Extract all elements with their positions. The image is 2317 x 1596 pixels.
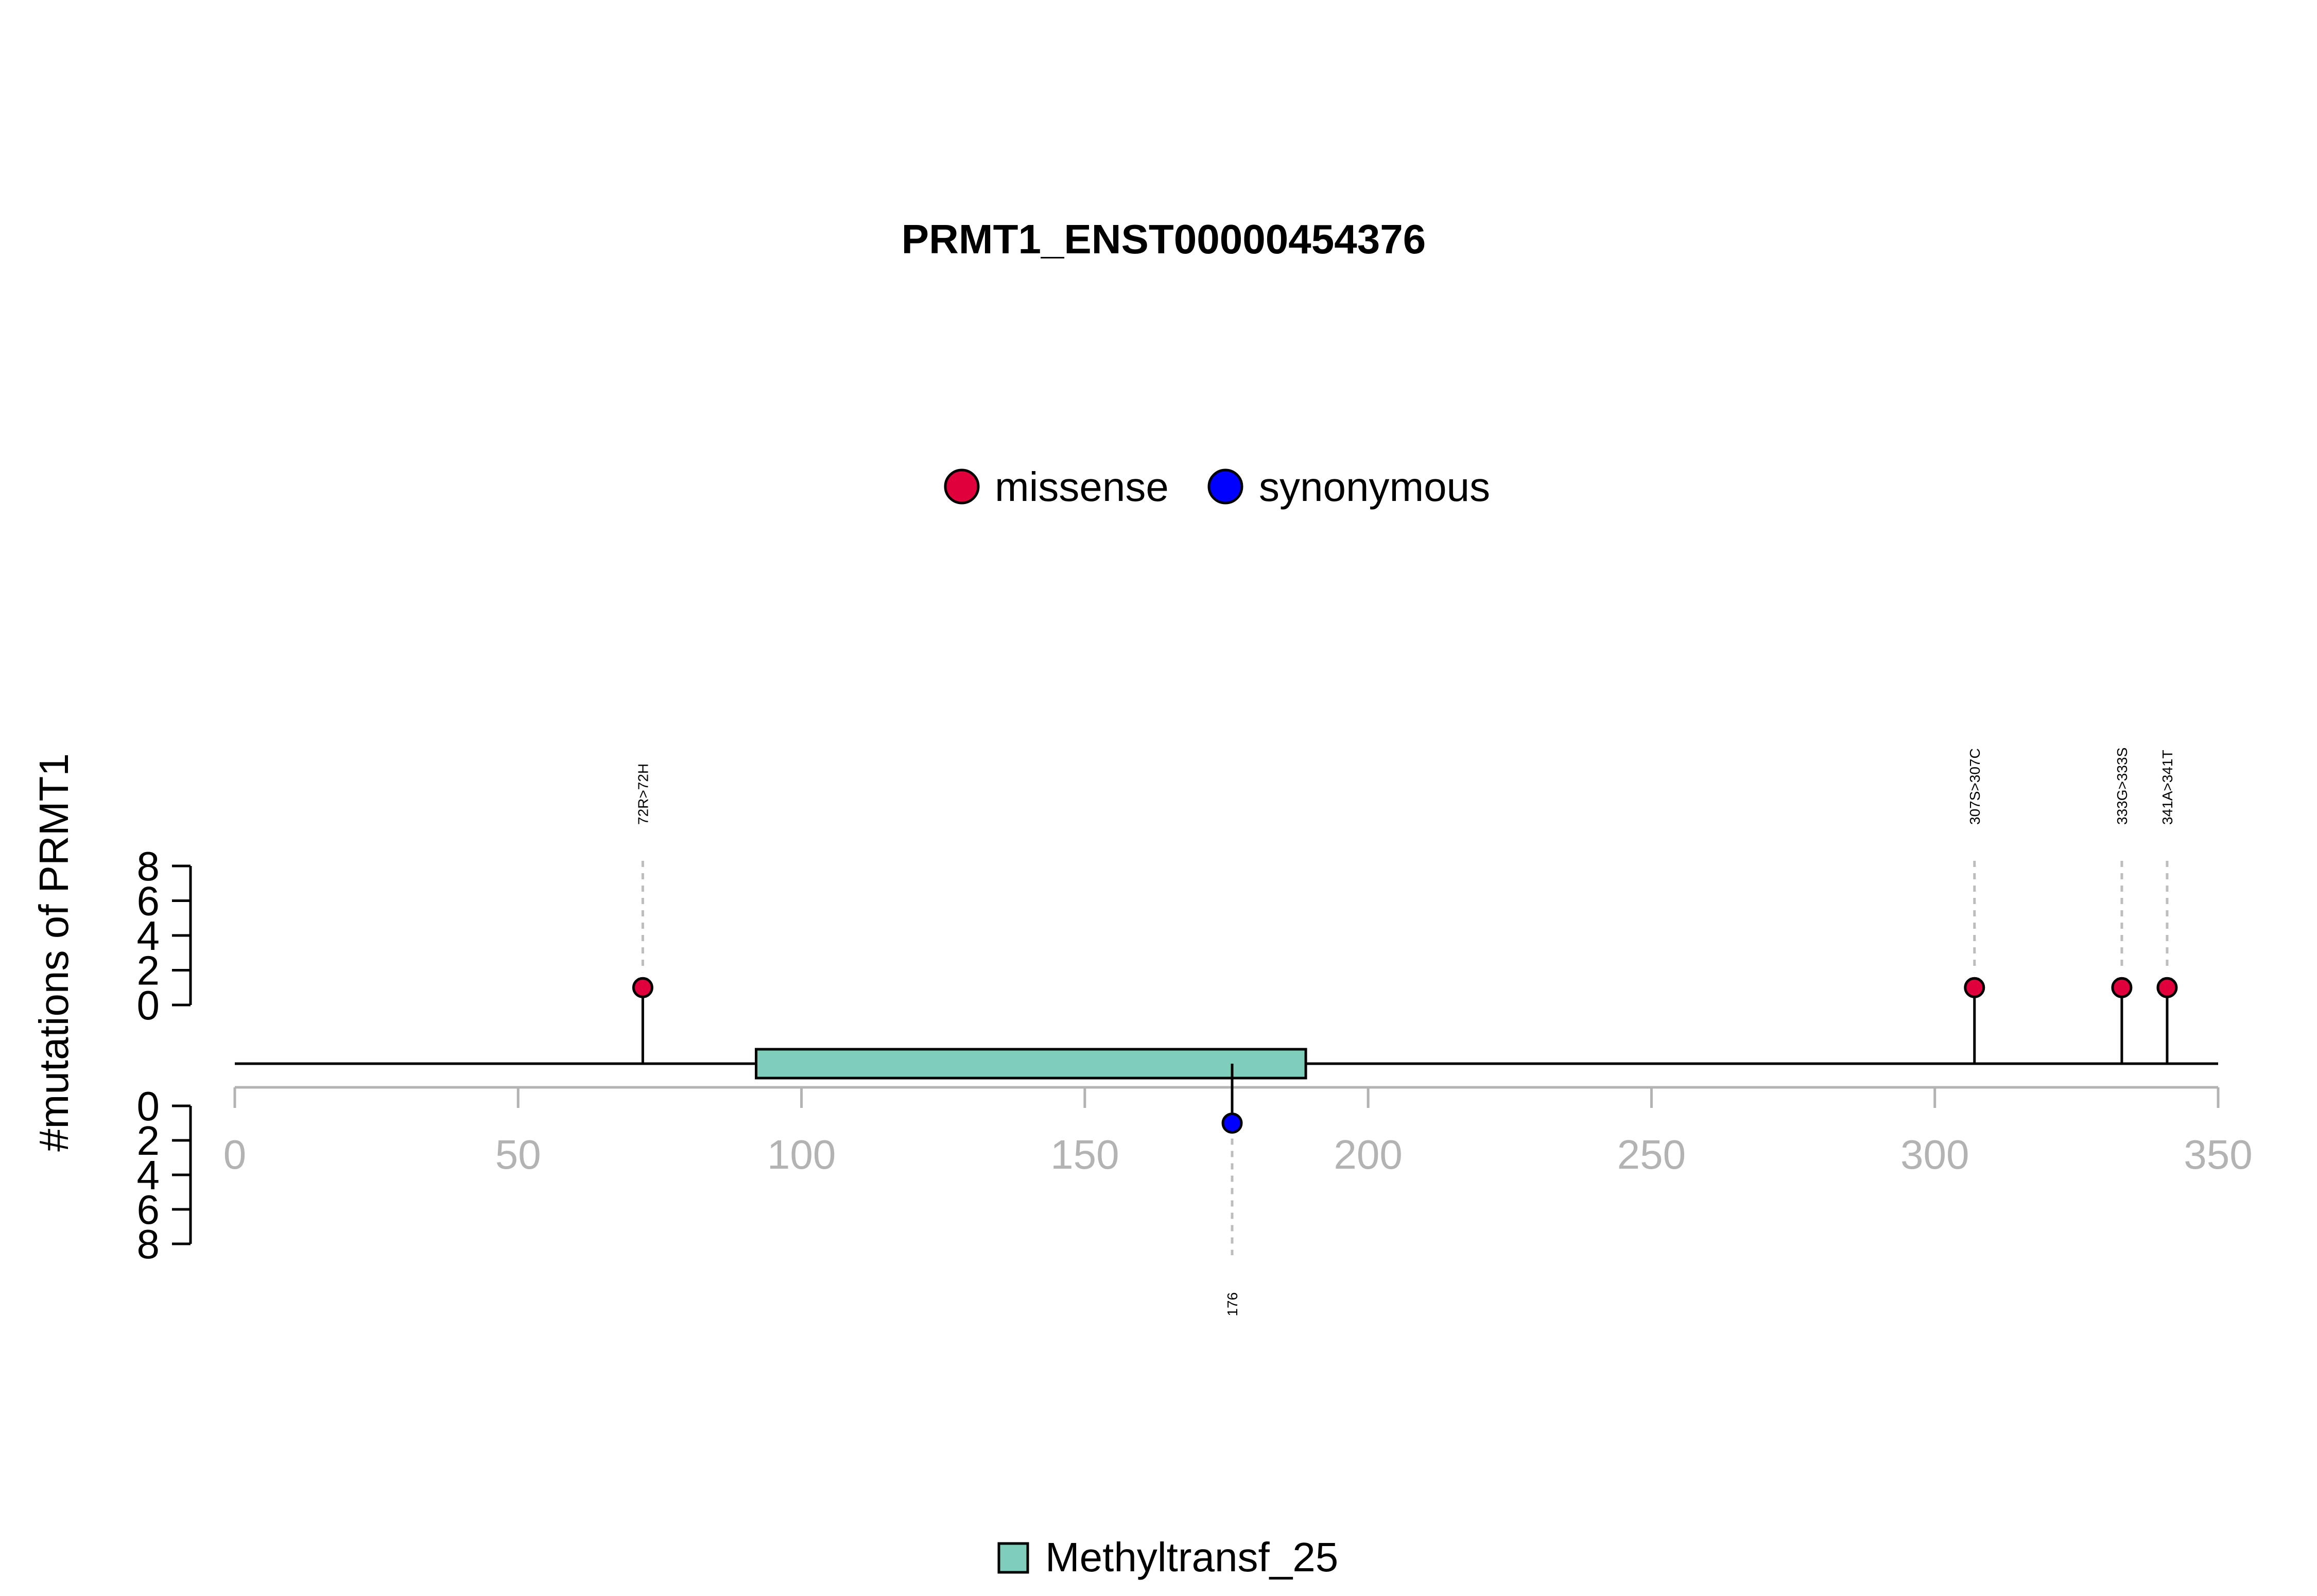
mutation-307S>307C: 307S>307C <box>1964 748 1985 1064</box>
domain-box <box>755 1048 1307 1080</box>
y-axis-label: #mutations of PRMT1 <box>31 753 77 1152</box>
x-axis-tick-label: 100 <box>767 1132 836 1177</box>
x-axis: 0 50 100 150 200 250 300 350 <box>223 1086 2253 1177</box>
y-axis-bottom-tick-label: 0 <box>137 1083 160 1129</box>
domain-legend: Methyltransf_25 <box>997 1534 1338 1580</box>
x-axis-tick-label: 50 <box>495 1132 541 1177</box>
mutation-point <box>1221 1113 1243 1134</box>
x-axis-tick-label: 350 <box>2184 1132 2252 1177</box>
mutation-lollipops: 72R>72H 307S>307C 333G>333S 341A>341T 176 <box>632 748 2178 1316</box>
y-axis-top-tick-label: 4 <box>137 913 160 959</box>
legend-missense-label: missense <box>995 464 1169 510</box>
y-axis-top-tick-label: 8 <box>137 843 160 889</box>
mutation-341A>341T: 341A>341T <box>2156 750 2178 1064</box>
mutation-label: 333G>333S <box>2114 748 2130 825</box>
y-axis-top-tick-label: 6 <box>137 878 160 924</box>
mutation-label: 341A>341T <box>2159 750 2175 825</box>
x-axis-tick-label: 250 <box>1617 1132 1686 1177</box>
legend-synonymous-label: synonymous <box>1259 464 1490 510</box>
y-axis-top-tick-label: 2 <box>137 948 160 994</box>
y-axis-bottom-tick-label: 6 <box>137 1187 160 1233</box>
x-axis-tick-label: 0 <box>223 1132 247 1177</box>
mutation-point <box>2156 977 2178 998</box>
protein-backbone <box>235 1048 2218 1080</box>
y-axis-top-tick-label: 0 <box>137 982 160 1028</box>
y-axis-bottom-tick-label: 2 <box>137 1118 160 1164</box>
legend-synonymous-marker <box>1207 469 1243 505</box>
y-axis-bottom-tick-label: 4 <box>137 1152 160 1198</box>
mutation-label: 176 <box>1224 1292 1240 1316</box>
x-axis-tick-label: 300 <box>1900 1132 1969 1177</box>
mutation-label: 72R>72H <box>635 764 651 825</box>
mutation-333G>333S: 333G>333S <box>2111 748 2133 1064</box>
mutation-type-legend: missense synonymous <box>944 464 1490 510</box>
y-axis-bottom-tick-label: 8 <box>137 1221 160 1267</box>
mutation-point <box>632 977 653 998</box>
mutation-label: 307S>307C <box>1967 748 1983 825</box>
x-axis-tick-label: 150 <box>1050 1132 1119 1177</box>
mutation-point <box>1964 977 1985 998</box>
mutation-point <box>2111 977 2133 998</box>
legend-missense-marker <box>944 469 980 505</box>
domain-legend-label: Methyltransf_25 <box>1045 1534 1338 1580</box>
mutation-176: 176 <box>1221 1064 1243 1316</box>
mutation-72R>72H: 72R>72H <box>632 764 653 1064</box>
domain-legend-swatch <box>997 1542 1029 1574</box>
chart-title: PRMT1_ENST00000454376 <box>902 216 1426 262</box>
x-axis-tick-label: 200 <box>1334 1132 1402 1177</box>
